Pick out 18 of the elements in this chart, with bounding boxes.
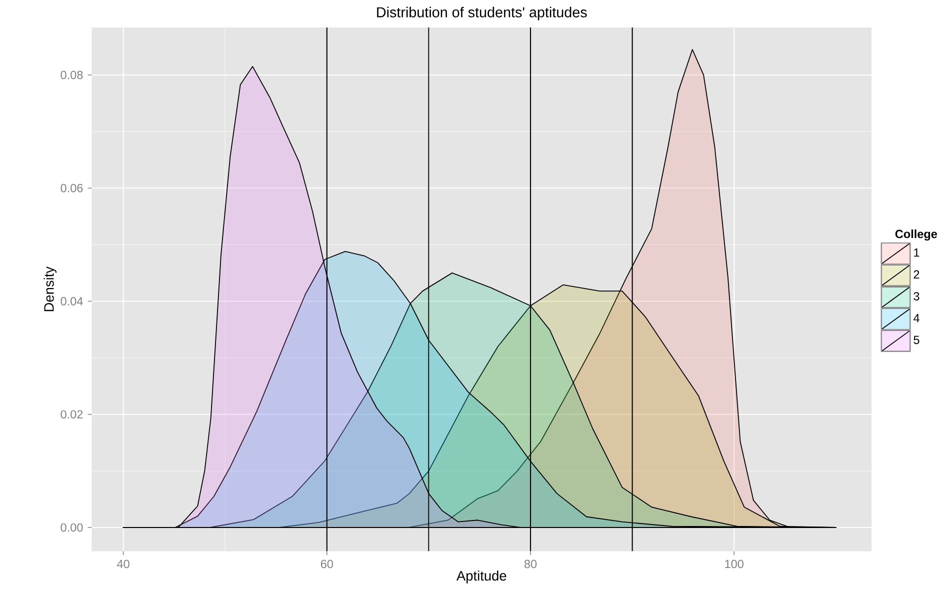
chart-title: Distribution of students' aptitudes — [377, 6, 587, 20]
x-tick-label: 80 — [524, 560, 537, 568]
legend-label: 2 — [914, 270, 920, 278]
y-tick-label: 0.04 — [60, 296, 83, 306]
x-tick-label: 60 — [320, 560, 333, 568]
y-tick-label: 0.08 — [60, 70, 83, 79]
y-tick-label: 0.02 — [60, 410, 83, 418]
x-tick-label: 100 — [725, 560, 744, 568]
y-axis-title: Density — [44, 266, 57, 311]
x-axis-title: Aptitude — [456, 570, 506, 584]
legend-label: 1 — [914, 248, 920, 256]
legend-label: 5 — [914, 336, 920, 344]
y-tick-label: 0.00 — [60, 523, 83, 532]
x-tick-label: 40 — [117, 560, 130, 568]
legend-title: College — [895, 229, 938, 240]
y-tick-label: 0.06 — [60, 184, 83, 192]
legend-label: 3 — [914, 292, 920, 300]
legend-label: 4 — [913, 314, 920, 322]
